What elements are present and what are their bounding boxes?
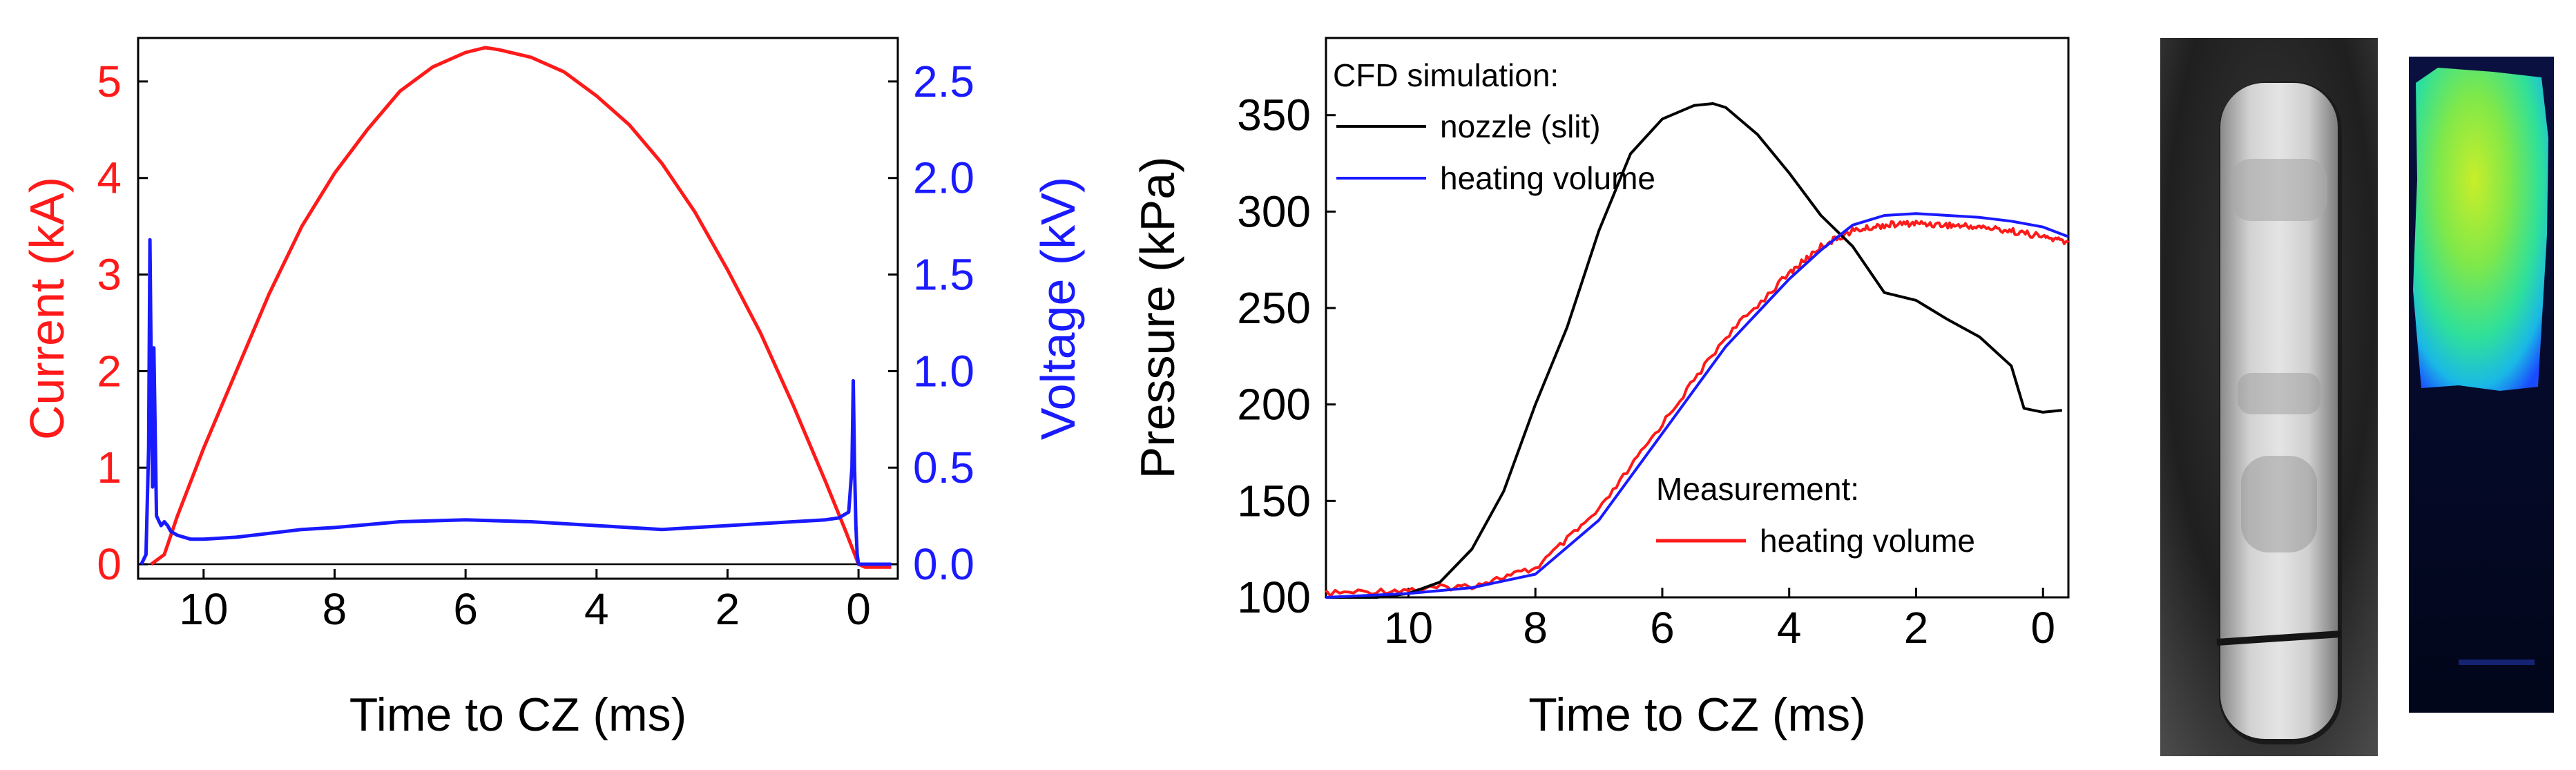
simulation-heating-volumeseries-line <box>1325 212 2069 599</box>
voltage-tick-label: 0.5 <box>913 443 974 492</box>
legend-label-nozzle: nozzle (slit) <box>1440 108 1601 144</box>
x-tick-label: 2 <box>1904 603 1929 653</box>
plot-frame <box>1325 37 2070 599</box>
x-tick-label: 6 <box>1650 603 1675 653</box>
current-axis-title: Current (kA) <box>20 177 74 440</box>
tube-mark <box>2238 373 2320 414</box>
electrical-chart: 10 8 6 4 2 0 0 1 2 3 4 5 0.0 0.5 1.0 1.5 2.0 2.5 Time to C… <box>20 37 1085 741</box>
y-tick-label: 100 <box>1237 572 1311 622</box>
current-tick-label: 2 <box>97 346 122 396</box>
x-tick-label: 0 <box>2030 603 2055 653</box>
current-tick-label: 1 <box>97 443 122 492</box>
current-tick-label: 0 <box>97 539 122 589</box>
x-tick-label: 10 <box>1384 603 1433 653</box>
grayscale-arc-photo <box>2160 38 2378 756</box>
tube-mark <box>2241 456 2317 552</box>
current-series-line <box>150 46 892 569</box>
x-tick-label: 6 <box>453 584 478 634</box>
y-tick-label: 350 <box>1237 90 1311 140</box>
tube-mark <box>2231 159 2327 221</box>
x-axis-title: Time to CZ (ms) <box>349 689 687 741</box>
x-tick-label: 2 <box>715 584 740 634</box>
voltage-tick-label: 1.0 <box>913 346 974 396</box>
voltage-tick-label: 1.5 <box>913 250 974 300</box>
false-color-line <box>2459 660 2535 665</box>
y-tick-label: 150 <box>1237 476 1311 526</box>
y-tick-label: 250 <box>1237 283 1311 333</box>
x-tick-label: 0 <box>846 584 871 634</box>
x-tick-label: 8 <box>323 584 347 634</box>
measurement-heating-volumeseries-line <box>1325 220 2070 597</box>
current-tick-label: 3 <box>97 250 122 300</box>
tube-band <box>2216 631 2342 646</box>
simulation-nozzle-slit-series-line <box>1326 102 2063 599</box>
plot-frame <box>137 37 899 580</box>
x-tick-label: 4 <box>1777 603 1802 653</box>
x-axis-title: Time to CZ (ms) <box>1528 689 1866 741</box>
current-tick-label: 5 <box>97 57 122 106</box>
legend-label-sim-heating: heating volume <box>1440 160 1655 196</box>
voltage-tick-label: 2.5 <box>913 57 974 106</box>
x-tick-label: 8 <box>1523 603 1548 653</box>
y-axis-title: Pressure (kPa) <box>1131 157 1184 479</box>
y-tick-label: 300 <box>1237 186 1311 236</box>
voltage-axis-title: Voltage (kV) <box>1031 177 1085 440</box>
current-tick-label: 4 <box>97 153 122 203</box>
legend-heading-simulation: CFD simulation: <box>1333 57 1559 93</box>
voltage-tick-label: 0.0 <box>913 539 974 589</box>
x-tick-label: 10 <box>179 584 228 634</box>
voltage-tick-label: 2.0 <box>913 153 974 203</box>
false-color-arc-photo <box>2409 57 2554 713</box>
y-tick-label: 200 <box>1237 380 1311 430</box>
x-tick-label: 4 <box>584 584 609 634</box>
pressure-chart: 10 8 6 4 2 0 100 150 200 250 300 350 Time to CZ (ms)… <box>1131 37 2070 741</box>
false-color-glow <box>2413 68 2548 391</box>
legend-heading-measurement: Measurement: <box>1656 471 1859 507</box>
voltage-series-line <box>140 238 892 566</box>
legend-label-measurement: heating volume <box>1760 523 1975 559</box>
